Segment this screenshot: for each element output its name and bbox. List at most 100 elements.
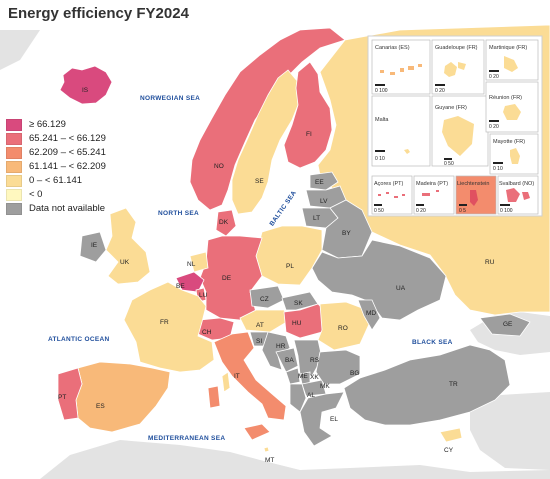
sea-label-black: BLACK SEA [412,339,453,346]
map-title: Energy efficiency FY2024 [8,5,189,22]
label-CZ: CZ [260,296,269,303]
legend-swatch-0 [6,118,22,131]
legend-row: Data not available [6,202,106,215]
label-SK: SK [294,300,303,307]
country-SK[interactable] [281,291,319,311]
label-FI: FI [306,131,312,138]
label-DK: DK [219,219,229,226]
country-BE[interactable] [175,271,205,293]
country-RO[interactable] [317,301,371,351]
inset-reunion-island [503,104,521,120]
label-BE: BE [176,283,185,290]
country-PT[interactable] [57,367,83,421]
inset-martinique-island [504,56,518,72]
label-ME: ME [298,373,308,380]
land-greenland-edge [0,30,40,70]
country-BG[interactable] [315,349,361,385]
country-FI[interactable] [283,61,333,169]
inset-guadeloupe-label: Guadeloupe (FR) [435,45,478,51]
label-HR: HR [276,343,286,350]
country-SE[interactable] [231,69,301,215]
land-middle-east [470,392,550,470]
label-GE: GE [503,321,513,328]
country-FR[interactable] [123,281,231,393]
inset-guyane-label: Guyane (FR) [435,105,467,111]
country-TR[interactable] [343,344,511,426]
legend-label-3: 61.141 – < 62.209 [29,161,106,172]
scale-bar-acores [374,204,382,206]
scale-malta: 0 10 [375,156,385,162]
label-PT: PT [58,394,66,401]
sea-label-mediterranean: MEDITERRANEAN SEA [148,435,225,442]
country-GE[interactable] [479,313,531,337]
country-BA[interactable] [275,347,299,373]
legend-swatch-5 [6,188,22,201]
label-IS: IS [82,87,89,94]
label-RO: RO [338,325,348,332]
scale-guadeloupe: 0 20 [435,88,445,94]
legend-row: 62.209 – < 65.241 [6,146,106,159]
scale-martinique: 0 20 [489,74,499,80]
country-AL[interactable] [289,383,307,413]
country-NL[interactable] [189,251,209,273]
country-MD[interactable] [357,299,381,331]
legend-row: ≥ 66.129 [6,118,106,131]
legend-label-2: 62.209 – < 65.241 [29,147,106,158]
sea-label-baltic: BALTIC SEA [268,189,298,227]
label-RS: RS [310,357,320,364]
scale-reunion: 0 20 [489,124,499,130]
label-RU: RU [485,259,495,266]
label-CY: CY [444,447,454,454]
scale-bar-svalbard [500,204,510,206]
legend-swatch-6 [6,202,22,215]
country-EE[interactable] [309,171,339,191]
label-AT: AT [256,322,264,329]
label-LV: LV [320,198,328,205]
label-AL: AL [307,392,315,399]
label-NL: NL [187,261,196,268]
country-ES[interactable] [75,361,171,433]
label-BG: BG [350,370,359,377]
country-IE[interactable] [79,231,107,263]
label-CH: CH [202,329,212,336]
inset-guadeloupe-island [444,62,466,77]
country-CZ[interactable] [249,285,285,309]
country-IS[interactable] [59,65,113,105]
legend-swatch-3 [6,160,22,173]
label-XK: XK [310,374,319,381]
legend-label-6: Data not available [29,203,106,214]
scale-bar-liechtenstein [459,204,467,206]
label-DE: DE [222,275,232,282]
inset-canarias-label: Canarias (ES) [375,45,410,51]
country-GR[interactable] [299,391,345,447]
country-RS[interactable] [293,339,323,377]
country-PL[interactable] [255,225,323,286]
scale-madeira: 0 20 [416,208,426,214]
inset-acores-label: Açores (PT) [374,181,404,187]
legend-row: 61.141 – < 62.209 [6,160,106,173]
country-IT[interactable] [207,331,287,441]
inset-svalbard-label: Svalbard (NO) [499,181,534,187]
inset-reunion-label: Réunion (FR) [489,95,522,101]
sea-label-atlantic: ATLANTIC OCEAN [48,336,110,343]
inset-madeira-island [422,190,439,196]
legend-swatch-2 [6,146,22,159]
country-NO[interactable] [189,27,346,211]
label-SE: SE [255,178,264,185]
legend-label-5: < 0 [29,189,43,200]
country-HR[interactable] [261,331,291,371]
label-NO: NO [214,163,224,170]
country-MT[interactable] [263,446,270,453]
scale-bar-malta [375,150,385,152]
insets-panel: Canarias (ES) 0 100 Guadeloupe (FR) 0 20… [367,35,543,217]
label-TR: TR [449,381,458,388]
country-UA[interactable] [311,239,447,321]
country-UK[interactable] [105,207,151,285]
country-DK[interactable] [215,209,237,237]
label-IT: IT [234,373,240,380]
inset-martinique-label: Martinique (FR) [489,45,527,51]
scale-bar-canarias [375,84,385,86]
country-CY[interactable] [439,427,463,443]
country-ME[interactable] [285,367,301,385]
sea-label-norwegian: NORWEGIAN SEA [140,95,200,102]
